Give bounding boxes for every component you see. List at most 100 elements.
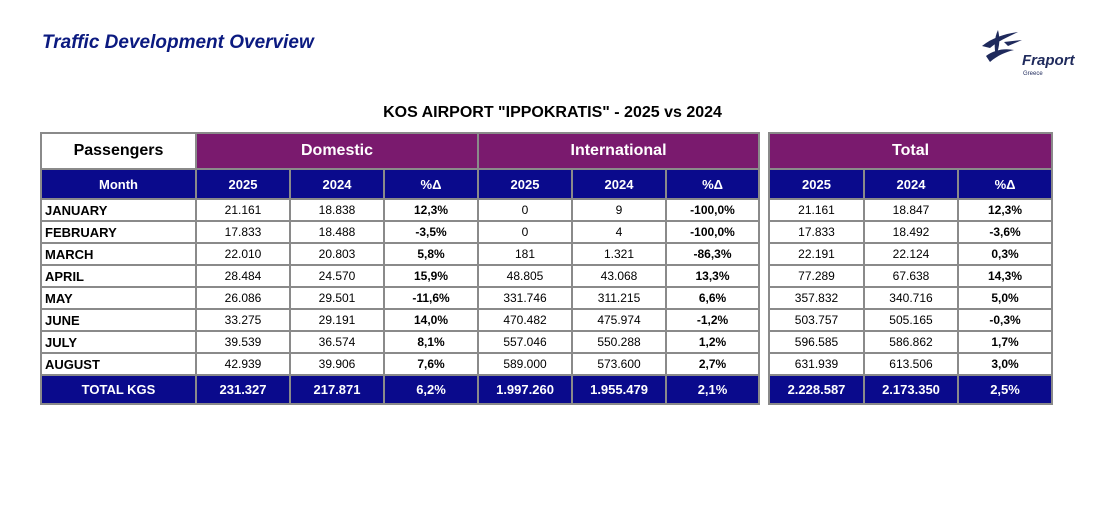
month-cell: APRIL	[40, 264, 197, 288]
international-2025-cell: 0	[477, 220, 574, 244]
international-2024-cell: 1.321	[571, 242, 668, 266]
month-cell: AUGUST	[40, 352, 197, 376]
international-pct-cell: -100,0%	[665, 198, 761, 222]
month-column-header: Month	[40, 168, 197, 200]
table-row: JANUARY 21.161 18.838 12,3% 0 9 -100,0%	[40, 198, 761, 222]
passengers-label: Passengers	[40, 132, 197, 170]
page-title: Traffic Development Overview	[42, 32, 314, 53]
international-2024-cell: 311.215	[571, 286, 668, 310]
total-2024-cell: 18.492	[863, 220, 959, 244]
totals-row: TOTAL KGS 231.327 217.871 6,2% 1.997.260 1.95…	[40, 374, 761, 405]
international-2025-header: 2025	[477, 168, 574, 200]
total-2024-cell: 22.124	[863, 242, 959, 266]
domestic-pct-cell: 7,6%	[382, 352, 480, 376]
total-2024-header: 2024	[863, 168, 959, 200]
domestic-2025-cell: 22.010	[195, 242, 291, 266]
total-2025-cell: 357.832	[768, 286, 865, 310]
month-cell: JANUARY	[40, 198, 197, 222]
international-pct-cell: 1,2%	[665, 330, 761, 354]
table-row: JUNE 33.275 29.191 14,0% 470.482 475.974 -1,2%	[40, 308, 761, 332]
table-row: AUGUST 42.939 39.906 7,6% 589.000 573.600 2,7%	[40, 352, 761, 376]
total-table-row: 596.585 586.862 1,7%	[768, 330, 1054, 354]
total-table-row: 631.939 613.506 3,0%	[768, 352, 1054, 376]
domestic-2024-cell: 18.488	[289, 220, 385, 244]
international-2024-cell: 475.974	[571, 308, 668, 332]
total-table-row: 503.757 505.165 -0,3%	[768, 308, 1054, 332]
total-2025-cell: 503.757	[768, 308, 865, 332]
domestic-2024-cell: 24.570	[289, 264, 385, 288]
international-2025-cell: 589.000	[477, 352, 574, 376]
international-pct-cell: 13,3%	[665, 264, 761, 288]
total-group-header: Total	[767, 132, 1054, 170]
international-2024-cell: 573.600	[571, 352, 668, 376]
domestic-2025-header: 2025	[195, 168, 291, 200]
domestic-2024-cell: 20.803	[289, 242, 385, 266]
domestic-pct-cell: 12,3%	[382, 198, 480, 222]
group-header-row: Passengers Domestic International	[40, 132, 761, 170]
domestic-2025-cell: 42.939	[195, 352, 291, 376]
domestic-pct-cell: 15,9%	[382, 264, 480, 288]
table-row: FEBRUARY 17.833 18.488 -3,5% 0 4 -100,0%	[40, 220, 761, 244]
total-pct-cell: -0,3%	[956, 308, 1054, 332]
fraport-star-icon	[982, 30, 1022, 62]
totals-domestic-pct: 6,2%	[382, 374, 480, 405]
totals-total-2024: 2.173.350	[863, 374, 959, 405]
totals-total-pct: 2,5%	[956, 374, 1054, 405]
domestic-2025-cell: 33.275	[195, 308, 291, 332]
total-2025-cell: 21.161	[768, 198, 865, 222]
month-cell: JULY	[40, 330, 197, 354]
totals-total-row: 2.228.587 2.173.350 2,5%	[768, 374, 1054, 405]
total-pct-cell: 14,3%	[956, 264, 1054, 288]
domestic-pct-cell: 5,8%	[382, 242, 480, 266]
international-pct-cell: 6,6%	[665, 286, 761, 310]
domestic-2025-cell: 17.833	[195, 220, 291, 244]
total-table-row: 77.289 67.638 14,3%	[768, 264, 1054, 288]
month-cell: FEBRUARY	[40, 220, 197, 244]
international-2024-cell: 9	[571, 198, 668, 222]
total-2025-cell: 596.585	[768, 330, 865, 354]
total-pct-cell: 5,0%	[956, 286, 1054, 310]
domestic-2024-cell: 18.838	[289, 198, 385, 222]
total-2024-cell: 586.862	[863, 330, 959, 354]
domestic-pct-cell: 14,0%	[382, 308, 480, 332]
totals-total-2025: 2.228.587	[768, 374, 865, 405]
international-2025-cell: 48.805	[477, 264, 574, 288]
totals-domestic-2024: 217.871	[289, 374, 385, 405]
fraport-logo: Fraport Greece	[978, 28, 1088, 80]
total-2024-cell: 67.638	[863, 264, 959, 288]
international-2024-header: 2024	[571, 168, 668, 200]
totals-international-pct: 2,1%	[665, 374, 761, 405]
international-pct-cell: 2,7%	[665, 352, 761, 376]
total-pct-cell: -3,6%	[956, 220, 1054, 244]
domestic-2024-cell: 39.906	[289, 352, 385, 376]
table-row: MAY 26.086 29.501 -11,6% 331.746 311.215 6,6%	[40, 286, 761, 310]
month-cell: JUNE	[40, 308, 197, 332]
domestic-pct-header: %Δ	[382, 168, 480, 200]
total-2024-cell: 505.165	[863, 308, 959, 332]
month-cell: MAY	[40, 286, 197, 310]
total-2025-cell: 77.289	[768, 264, 865, 288]
total-2024-cell: 340.716	[863, 286, 959, 310]
table-row: MARCH 22.010 20.803 5,8% 181 1.321 -86,3%	[40, 242, 761, 266]
international-2025-cell: 0	[477, 198, 574, 222]
month-cell: MARCH	[40, 242, 197, 266]
main-traffic-table: Passengers Domestic International Month …	[40, 132, 761, 405]
international-2024-cell: 550.288	[571, 330, 668, 354]
domestic-2025-cell: 26.086	[195, 286, 291, 310]
domestic-2024-cell: 29.501	[289, 286, 385, 310]
international-pct-cell: -1,2%	[665, 308, 761, 332]
domestic-pct-cell: -11,6%	[382, 286, 480, 310]
domestic-2025-cell: 39.539	[195, 330, 291, 354]
totals-label: TOTAL KGS	[40, 374, 197, 405]
total-table-row: 17.833 18.492 -3,6%	[768, 220, 1054, 244]
total-table-row: 22.191 22.124 0,3%	[768, 242, 1054, 266]
table-row: JULY 39.539 36.574 8,1% 557.046 550.288 1,2%	[40, 330, 761, 354]
total-2025-cell: 631.939	[768, 352, 865, 376]
domestic-pct-cell: -3,5%	[382, 220, 480, 244]
total-pct-cell: 3,0%	[956, 352, 1054, 376]
international-2025-cell: 181	[477, 242, 574, 266]
domestic-2024-cell: 29.191	[289, 308, 385, 332]
logo-wordmark: Fraport	[1022, 52, 1075, 69]
total-2025-cell: 17.833	[768, 220, 865, 244]
domestic-group-header: Domestic	[194, 132, 480, 170]
